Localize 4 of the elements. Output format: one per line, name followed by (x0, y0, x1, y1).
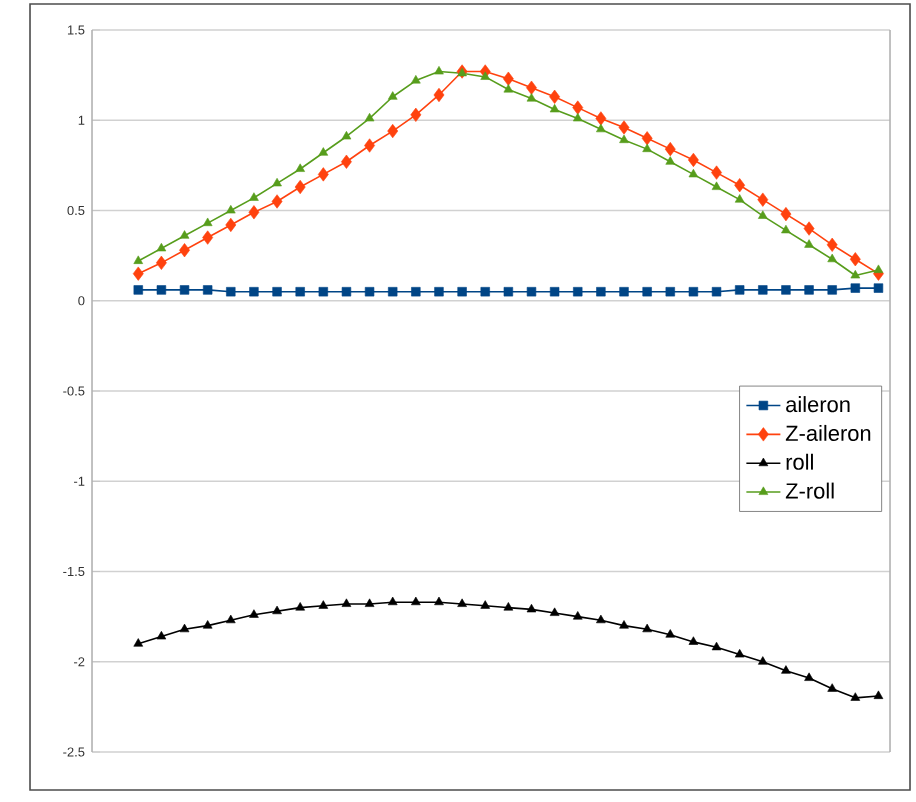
legend-label: aileron (786, 396, 850, 413)
legend-label: Z-aileron (785, 424, 871, 441)
legend-label: roll (786, 453, 813, 470)
legend-label: Z-roll (785, 482, 834, 499)
